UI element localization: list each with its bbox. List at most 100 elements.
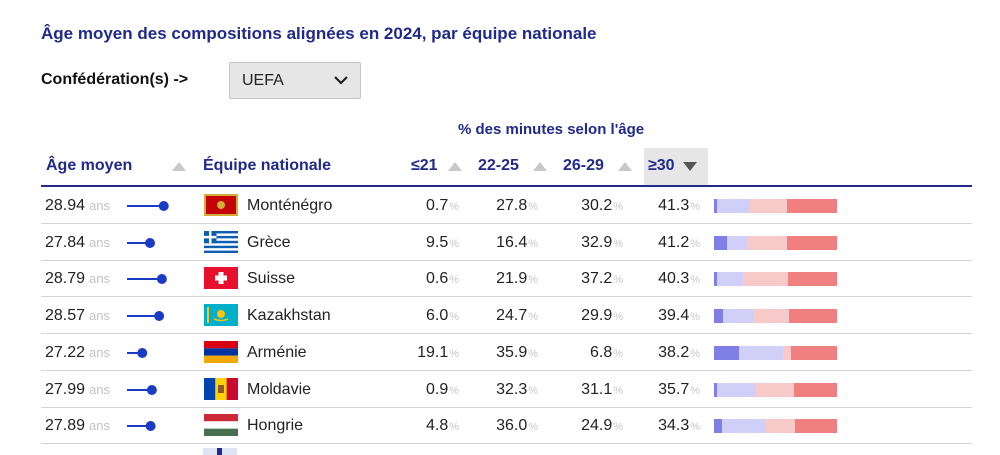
bar-segment-a26-29 — [743, 272, 789, 287]
pct-value: 0.6 — [425, 270, 449, 288]
pct-value: 21.9 — [496, 270, 528, 288]
column-header-26-29[interactable]: 26-29 — [563, 157, 604, 174]
age-indicator — [127, 237, 155, 248]
pct-value: 24.9 — [581, 417, 613, 435]
sort-asc-icon[interactable] — [172, 162, 186, 171]
sort-desc-icon[interactable] — [683, 162, 697, 171]
average-age-value: 28.57 — [45, 307, 86, 325]
column-header-age[interactable]: Âge moyen — [46, 157, 133, 174]
pct-unit: % — [613, 347, 623, 360]
pct-unit: % — [690, 274, 700, 287]
flag-montenegro-icon — [204, 194, 238, 216]
pct-unit: % — [690, 237, 700, 250]
pct-u21: 4.8% — [426, 417, 459, 435]
bar-segment-u21 — [716, 235, 728, 250]
pct-a22-25: 24.7% — [496, 307, 538, 325]
pct-unit: % — [613, 274, 623, 287]
team-name[interactable]: Suisse — [247, 270, 296, 288]
bar-segment-a22-25 — [727, 235, 748, 250]
pct-unit: % — [528, 347, 538, 360]
sort-asc-icon[interactable] — [448, 162, 462, 171]
team-name[interactable]: Monténégro — [247, 197, 333, 214]
bar-segment-a22-25 — [739, 345, 783, 360]
pct-o30: 34.3% — [658, 417, 700, 435]
age-unit: ans — [89, 418, 111, 434]
bar-segment-o30 — [787, 199, 837, 213]
table-row[interactable]: 27.89 ans Hongrie 4.8% 36.0% 24.9% 34.3% — [41, 408, 972, 445]
pct-value: 41.3 — [658, 197, 690, 214]
pct-unit: % — [528, 421, 538, 434]
age-distribution-bar — [714, 345, 837, 360]
table-row[interactable]: 28.57 ans Kazakhstan 6.0% 24.7% 29.9% 39.4% — [41, 298, 972, 335]
pct-unit: % — [449, 274, 459, 287]
average-age: 28.57 ans — [45, 307, 110, 325]
team-name[interactable]: Kazakhstan — [247, 307, 331, 325]
bar-segment-o30 — [787, 235, 837, 250]
header-divider — [41, 185, 972, 187]
age-indicator-dot — [156, 274, 167, 285]
team-name[interactable]: Grèce — [247, 233, 291, 251]
pct-unit: % — [613, 201, 623, 213]
pct-unit: % — [449, 201, 459, 213]
confederation-select[interactable]: UEFA — [229, 62, 361, 99]
pct-value: 36.0 — [496, 417, 528, 435]
age-unit: ans — [89, 308, 111, 324]
team-name[interactable]: Moldavie — [247, 380, 312, 398]
bar-segment-a26-29 — [747, 235, 788, 250]
pct-value: 6.8 — [589, 343, 613, 361]
column-header-22-25[interactable]: 22-25 — [478, 157, 519, 174]
team-name[interactable]: Hongrie — [247, 417, 304, 435]
pct-u21: 6.0% — [426, 307, 459, 325]
flag-armenia-icon — [204, 340, 238, 363]
flag-moldova-icon — [204, 377, 238, 400]
team-name[interactable]: Arménie — [247, 343, 307, 361]
bar-segment-a26-29 — [782, 345, 791, 360]
table-row[interactable]: 28.79 ans Suisse 0.6% 21.9% 37.2% 40.3% — [41, 261, 972, 298]
sort-asc-icon[interactable] — [618, 162, 632, 171]
pct-u21: 0.7% — [426, 197, 459, 215]
pct-unit: % — [690, 421, 700, 434]
pct-value: 16.4 — [496, 233, 528, 251]
pct-o30: 39.4% — [658, 307, 700, 325]
table-row[interactable]: 27.84 ans Grèce 9.5% 16.4% 32.9% 41.2% — [41, 225, 972, 261]
pct-value: 41.2 — [658, 233, 690, 251]
flag-greece-icon — [204, 230, 238, 253]
age-distribution-bar — [714, 272, 837, 287]
age-indicator-dot — [146, 384, 157, 395]
pct-u21: 0.6% — [426, 270, 459, 288]
flag-kazakhstan-icon — [204, 304, 238, 327]
flag-hungary-icon — [204, 414, 238, 437]
pct-a22-25: 32.3% — [496, 381, 538, 399]
pct-unit: % — [528, 237, 538, 250]
pct-a26-29: 37.2% — [581, 270, 623, 288]
pct-a22-25: 16.4% — [496, 234, 538, 252]
sort-asc-icon[interactable] — [533, 162, 547, 171]
bar-segment-a22-25 — [721, 419, 766, 434]
pct-unit: % — [449, 347, 459, 360]
table-row[interactable]: 28.94 ans Monténégro 0.7% 27.8% 30.2% 41.3% — [41, 188, 972, 224]
pct-unit: % — [449, 384, 459, 397]
minutes-by-age-header: % des minutes selon l'âge — [458, 121, 645, 138]
age-indicator-dot — [158, 201, 169, 211]
age-indicator — [127, 201, 169, 211]
age-distribution-bar — [714, 235, 837, 250]
age-distribution-bar — [714, 419, 837, 434]
column-header-u21[interactable]: ≤21 — [411, 157, 438, 174]
pct-value: 30.2 — [581, 197, 613, 214]
bar-segment-o30 — [789, 309, 837, 324]
pct-value: 31.1 — [581, 380, 613, 398]
table-row[interactable]: 27.22 ans Arménie 19.1% 35.9% 6.8% 38.2% — [41, 335, 972, 371]
pct-value: 0.9 — [425, 380, 449, 398]
column-header-30-plus[interactable]: ≥30 — [648, 157, 675, 174]
bar-segment-u21 — [716, 345, 740, 360]
pct-a22-25: 35.9% — [496, 344, 538, 362]
bar-segment-o30 — [788, 272, 837, 287]
column-header-team[interactable]: Équipe nationale — [203, 157, 332, 174]
age-unit: ans — [89, 234, 111, 250]
age-unit: ans — [89, 344, 111, 360]
bar-segment-a22-25 — [717, 382, 757, 397]
table-row[interactable]: 27.99 ans Moldavie 0.9% 32.3% 31.1% 35.7% — [41, 372, 972, 408]
bar-segment-o30 — [790, 345, 837, 360]
bar-segment-u21 — [716, 199, 717, 213]
age-unit: ans — [89, 381, 111, 397]
